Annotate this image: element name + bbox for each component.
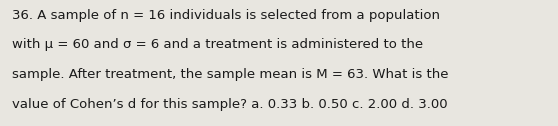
Text: 36. A sample of n = 16 individuals is selected from a population: 36. A sample of n = 16 individuals is se… [12, 9, 440, 22]
Text: value of Cohen’s d for this sample? a. 0.33 b. 0.50 c. 2.00 d. 3.00: value of Cohen’s d for this sample? a. 0… [12, 98, 448, 111]
Text: with μ = 60 and σ = 6 and a treatment is administered to the: with μ = 60 and σ = 6 and a treatment is… [12, 38, 424, 51]
Text: sample. After treatment, the sample mean is M = 63. What is the: sample. After treatment, the sample mean… [12, 68, 449, 81]
